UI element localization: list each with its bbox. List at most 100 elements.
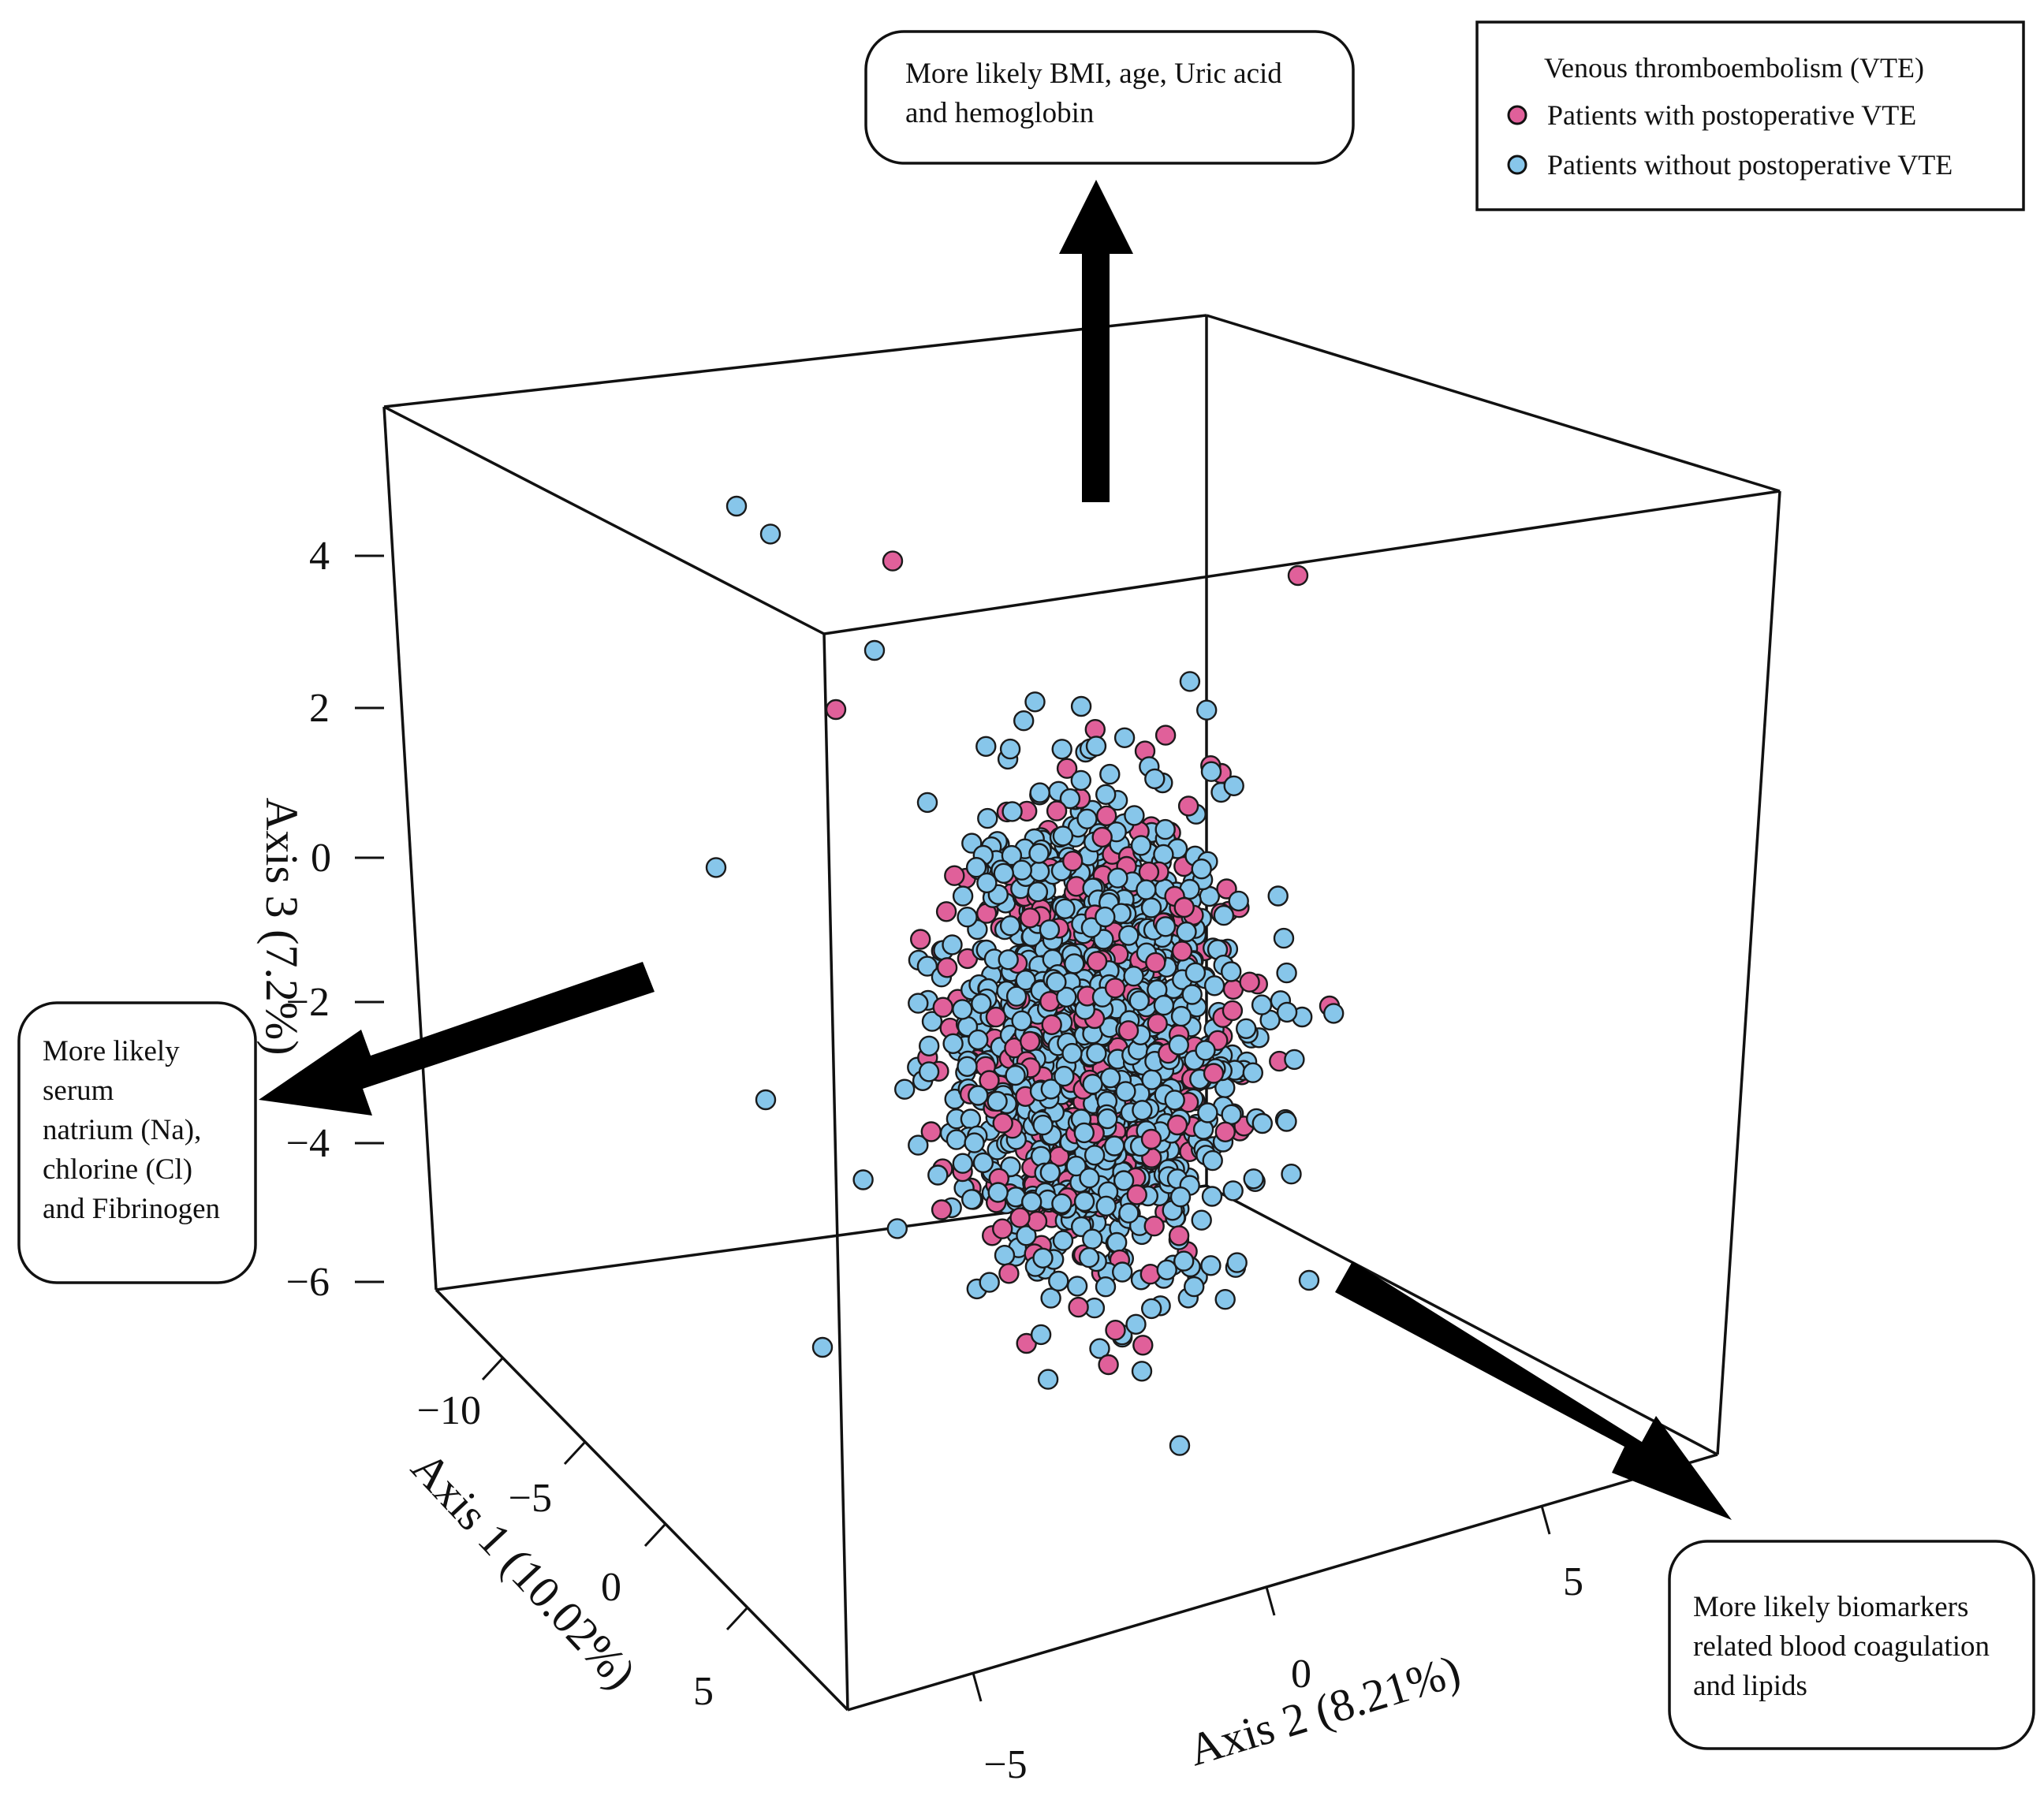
point-with-vte	[882, 550, 904, 572]
point-without-vte	[1181, 984, 1203, 1005]
point-with-vte	[1287, 564, 1309, 587]
point-without-vte	[1039, 919, 1061, 941]
point-with-vte	[935, 901, 957, 922]
point-without-vte	[705, 857, 727, 878]
callout-right: More likely biomarkers related blood coa…	[1668, 1540, 2035, 1750]
point-without-vte	[1064, 953, 1085, 974]
axis2-tick-label: −5	[983, 1742, 1027, 1787]
point-without-vte	[1056, 986, 1077, 1008]
point-without-vte	[1154, 916, 1177, 937]
point-without-vte	[852, 1169, 874, 1190]
point-with-vte	[1104, 978, 1126, 999]
point-without-vte	[886, 1218, 908, 1239]
box-edge-back-top-left	[383, 314, 1207, 408]
point-without-vte	[952, 885, 974, 907]
point-without-vte	[999, 738, 1021, 760]
point-without-vte	[942, 1033, 964, 1055]
plot-box	[382, 314, 1781, 1712]
point-without-vte	[1040, 1287, 1061, 1309]
point-with-vte	[985, 1006, 1007, 1028]
point-without-vte	[1052, 1230, 1074, 1251]
point-without-vte	[1103, 1135, 1125, 1157]
point-without-vte	[1078, 1246, 1100, 1268]
axis3-tick-label: −2	[286, 980, 330, 1025]
point-without-vte	[1220, 961, 1242, 982]
point-without-vte	[1054, 898, 1076, 920]
point-without-vte	[1029, 782, 1050, 803]
point-without-vte	[1153, 994, 1175, 1016]
point-without-vte	[1001, 801, 1023, 822]
points-layer	[705, 495, 1345, 1456]
box-edge-top-front-right	[823, 490, 1781, 635]
axis1: −10 −5 0 5 Axis 1 (10.02%)	[401, 1357, 748, 1714]
point-without-vte	[1195, 699, 1218, 721]
point-without-vte	[1168, 1034, 1190, 1056]
point-without-vte	[1298, 1269, 1320, 1291]
point-without-vte	[1173, 1250, 1195, 1272]
legend-marker-without-vte	[1507, 155, 1527, 175]
point-without-vte	[1169, 1435, 1191, 1456]
point-without-vte	[1095, 1276, 1117, 1298]
point-with-vte	[1138, 861, 1160, 883]
point-without-vte	[759, 523, 781, 545]
point-without-vte	[1226, 1252, 1248, 1273]
point-with-vte	[1117, 1020, 1139, 1041]
point-without-vte	[1028, 843, 1050, 864]
callout-left-line5: and Fibrinogen	[43, 1193, 220, 1225]
point-without-vte	[1118, 1202, 1139, 1224]
point-without-vte	[1032, 1247, 1054, 1269]
point-without-vte	[1169, 1186, 1192, 1208]
axis2-title: Axis 2 (8.21%)	[1183, 1645, 1466, 1775]
axis2-tick-label: 5	[1563, 1559, 1583, 1604]
point-without-vte	[927, 1164, 949, 1186]
point-with-vte	[1091, 826, 1113, 848]
arrow-up	[1059, 180, 1133, 502]
legend-title: Venous thromboembolism (VTE)	[1544, 52, 1924, 84]
legend-marker-with-vte	[1507, 105, 1527, 125]
point-without-vte	[960, 1189, 983, 1210]
point-with-vte	[1173, 896, 1195, 918]
point-without-vte	[1111, 1261, 1133, 1283]
point-without-vte	[1085, 736, 1107, 757]
point-without-vte	[1267, 885, 1289, 907]
point-without-vte	[1082, 1073, 1103, 1095]
point-without-vte	[1086, 1042, 1107, 1064]
point-without-vte	[1066, 1276, 1088, 1297]
axis2-tick-mark	[1265, 1586, 1276, 1616]
legend: Venous thromboembolism (VTE) Patients wi…	[1475, 20, 2025, 211]
point-without-vte	[971, 993, 992, 1015]
box-edge-front-vertical	[822, 633, 849, 1711]
point-without-vte	[1095, 784, 1117, 805]
box-edge-top-front-left	[383, 405, 825, 635]
point-without-vte	[1065, 1155, 1087, 1177]
point-without-vte	[1144, 768, 1166, 790]
point-without-vte	[1039, 1161, 1061, 1183]
point-without-vte	[1130, 835, 1152, 856]
point-without-vte	[916, 956, 938, 977]
point-with-vte	[1056, 758, 1078, 779]
point-without-vte	[1076, 808, 1098, 830]
callout-left-line1: More likely	[43, 1035, 180, 1067]
point-without-vte	[1276, 1001, 1298, 1023]
point-with-vte	[1147, 1013, 1168, 1034]
point-without-vte	[1156, 1259, 1177, 1281]
point-without-vte	[1235, 1018, 1257, 1040]
box-edge-bottom-left	[435, 1288, 849, 1712]
callout-right-text: More likely biomarkers related blood coa…	[1693, 1591, 1997, 1702]
axis3-tick-label: 4	[309, 534, 330, 579]
axis1-tick-label: −5	[509, 1476, 552, 1521]
point-without-vte	[1223, 775, 1244, 796]
point-with-vte	[944, 865, 965, 886]
point-with-vte	[1214, 1121, 1236, 1143]
point-with-vte	[1061, 850, 1084, 872]
point-without-vte	[1184, 962, 1207, 984]
point-without-vte	[1197, 1102, 1218, 1123]
point-with-vte	[1168, 1225, 1190, 1246]
point-without-vte	[1243, 1168, 1264, 1190]
point-without-vte	[1089, 1338, 1110, 1359]
point-without-vte	[921, 1011, 943, 1032]
callout-right-line1: More likely biomarkers	[1693, 1591, 1968, 1623]
callout-left-line4: chlorine (Cl)	[43, 1153, 192, 1186]
point-without-vte	[1113, 1170, 1135, 1191]
point-without-vte	[1005, 1064, 1026, 1086]
